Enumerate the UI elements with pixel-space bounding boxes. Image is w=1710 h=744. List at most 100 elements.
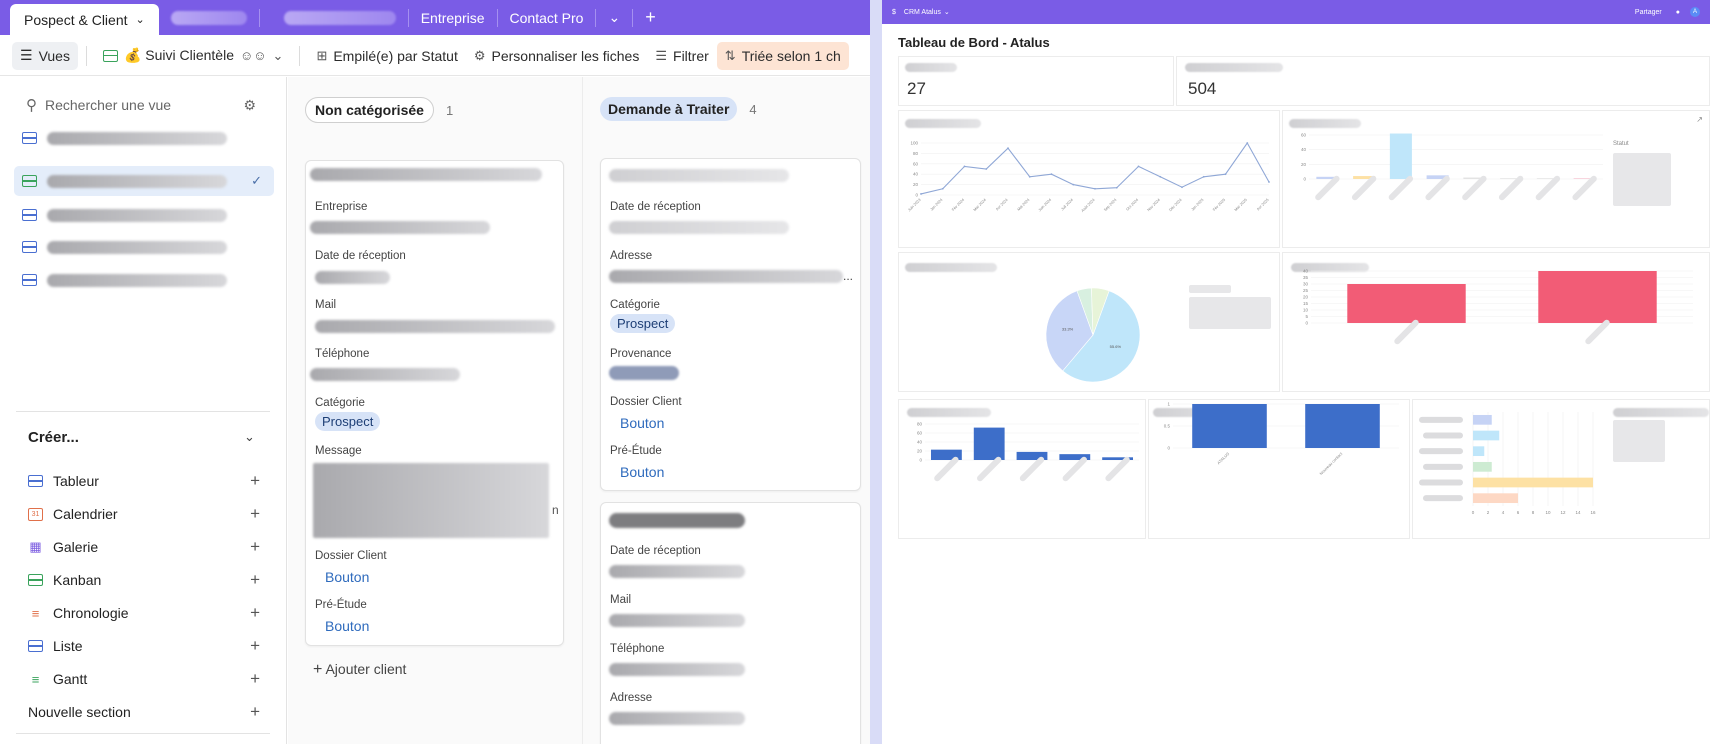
plus-icon[interactable]: + — [250, 669, 260, 688]
create-gantt-view[interactable]: ≡ Gantt + — [28, 668, 260, 690]
filter-label: Filtrer — [673, 47, 709, 64]
x-tick-label: 12 — [1560, 510, 1566, 515]
plus-icon[interactable]: + — [250, 471, 260, 490]
y-tick-label: 80 — [913, 151, 919, 156]
pre-etude-button[interactable]: Bouton — [620, 464, 665, 480]
pre-etude-button[interactable]: Bouton — [325, 618, 370, 634]
window-split-divider[interactable] — [870, 0, 882, 744]
create-kanban-view[interactable]: Kanban + — [28, 569, 260, 591]
tab-hidden-1[interactable] — [170, 10, 247, 25]
plus-icon[interactable]: + — [250, 504, 260, 523]
tab-separator — [632, 8, 634, 27]
add-client-button[interactable]: + Ajouter client — [313, 661, 406, 679]
view-search[interactable]: ⚲ Rechercher une vue ⚙ — [26, 96, 256, 115]
more-tabs-chevron-icon[interactable]: ⌄ — [608, 9, 621, 25]
line-point — [1159, 175, 1162, 178]
column-header-demande[interactable]: Demande à Traiter 4 — [600, 97, 757, 121]
create-section-title[interactable]: Créer... — [28, 429, 79, 446]
sort-button[interactable]: ⇅ Triée selon 1 ch — [716, 41, 849, 70]
x-tick-label: Oct 2024 — [1125, 198, 1139, 212]
x-label-redacted — [934, 456, 959, 482]
plus-icon[interactable]: + — [250, 702, 260, 721]
sidebar-view-item[interactable] — [14, 232, 274, 262]
view-toolbar: ☰ Vues 💰 Suivi Clientèle ☺☺ ⌄ ⊞ Empilé(e… — [0, 36, 870, 76]
kanban-card[interactable]: Entreprise Date de réception Mail Téléph… — [305, 160, 564, 646]
field-value-redacted — [315, 271, 390, 284]
bar-chart-blue-2[interactable]: 0 0.5 1 ATALUS Nouveau contact — [1149, 400, 1411, 540]
bar — [1573, 178, 1596, 179]
current-view-button[interactable]: 💰 Suivi Clientèle ☺☺ ⌄ — [95, 42, 291, 70]
line-point — [1224, 173, 1227, 176]
category-chip: Prospect — [315, 412, 381, 431]
x-label-redacted — [1388, 175, 1414, 201]
line-chart[interactable]: 0 20 40 60 80 100 Juin 2023 Jan 2024 Fév 2024 Mar… — [899, 111, 1281, 249]
column-header-non-categorisee[interactable]: Non catégorisée 1 — [305, 97, 453, 123]
customize-cards-button[interactable]: ⚙ Personnaliser les fiches — [466, 42, 648, 70]
grid-icon — [28, 475, 43, 488]
bar — [973, 427, 1005, 460]
kanban-card[interactable]: Date de réception Mail Téléphone Adresse — [600, 502, 861, 744]
add-table-plus-icon[interactable]: + — [645, 7, 656, 27]
sidebar-view-item[interactable] — [14, 200, 274, 230]
field-label: Pré-Étude — [610, 445, 662, 457]
pie-chart[interactable]: 55.6% 33.3% — [899, 253, 1281, 393]
tab-contact-pro[interactable]: Contact Pro — [509, 9, 584, 26]
tab-hidden-2[interactable] — [283, 10, 396, 25]
plus-icon[interactable]: + — [250, 636, 260, 655]
views-toggle-button[interactable]: ☰ Vues — [12, 41, 78, 70]
share-button[interactable]: Partager — [1634, 8, 1662, 16]
sidebar-view-item[interactable] — [14, 265, 274, 295]
bar — [1473, 493, 1518, 504]
dossier-client-button[interactable]: Bouton — [325, 569, 370, 585]
create-calendar-view[interactable]: 31 Calendrier + — [28, 503, 260, 525]
x-tick-label: ATALUS — [1216, 451, 1230, 465]
bar — [1102, 457, 1134, 460]
hamburger-icon: ☰ — [20, 47, 33, 63]
plus-icon[interactable]: + — [250, 603, 260, 622]
x-tick-label: 16 — [1590, 510, 1596, 515]
message-tail: n — [552, 503, 559, 517]
line-point — [1181, 186, 1183, 189]
bar-chart-blue[interactable]: 0 20 40 60 80 — [899, 400, 1147, 540]
tab-separator — [595, 8, 597, 27]
create-gallery-view[interactable]: ▦ Galerie + — [28, 536, 260, 558]
current-view-label: 💰 Suivi Clientèle — [123, 47, 234, 63]
chevron-down-icon[interactable]: ⌄ — [943, 9, 950, 16]
dossier-client-button[interactable]: Bouton — [620, 415, 665, 431]
stacked-by-button[interactable]: ⊞ Empilé(e) par Statut — [308, 42, 465, 70]
hbar-chart[interactable]: 0 2 4 6 8 10 12 14 16 — [1413, 400, 1710, 540]
sidebar-view-item[interactable] — [14, 123, 274, 153]
create-grid-view[interactable]: Tableur + — [28, 470, 260, 492]
y-tick-label: 20 — [1301, 162, 1307, 167]
create-item-label: Kanban — [53, 572, 102, 588]
x-tick-label: 14 — [1575, 510, 1581, 515]
create-timeline-view[interactable]: ≡ Chronologie + — [28, 602, 260, 624]
grid-view-icon — [22, 132, 37, 144]
avatar[interactable]: A — [1690, 7, 1700, 17]
plus-icon[interactable]: + — [250, 570, 260, 589]
tab-entreprise[interactable]: Entreprise — [420, 9, 485, 26]
create-list-view[interactable]: Liste + — [28, 635, 260, 657]
create-new-section[interactable]: Nouvelle section + — [28, 701, 260, 723]
bar — [1426, 175, 1449, 179]
chevron-down-icon[interactable]: ⌄ — [135, 14, 145, 26]
chevron-down-icon[interactable]: ⌄ — [244, 429, 255, 444]
gear-icon[interactable]: ⚙ — [243, 96, 256, 113]
field-label: Téléphone — [315, 348, 370, 360]
filter-button[interactable]: ☰ Filtrer — [647, 42, 716, 70]
bell-icon[interactable]: ● — [1675, 8, 1680, 16]
y-label-redacted — [1419, 448, 1463, 455]
sidebar-view-item-selected[interactable]: ✓ — [14, 166, 274, 196]
app-name[interactable]: CRM Atalus — [903, 8, 941, 16]
line-point — [1202, 175, 1205, 178]
bar-chart[interactable]: 0 20 40 60 — [1283, 111, 1710, 249]
y-tick-label: 20 — [913, 182, 919, 187]
tab-pospect-client[interactable]: Pospect & Client ⌄ — [10, 4, 159, 35]
tab-active-label: Pospect & Client — [24, 11, 128, 28]
kanban-card[interactable]: Date de réception Adresse ... Catégorie … — [600, 158, 861, 491]
plus-icon[interactable]: + — [250, 537, 260, 556]
dashboard-title: Tableau de Bord - Atalus — [898, 35, 1050, 50]
expand-icon[interactable]: ↗ — [1696, 115, 1703, 124]
search-input[interactable]: Rechercher une vue — [45, 97, 172, 113]
